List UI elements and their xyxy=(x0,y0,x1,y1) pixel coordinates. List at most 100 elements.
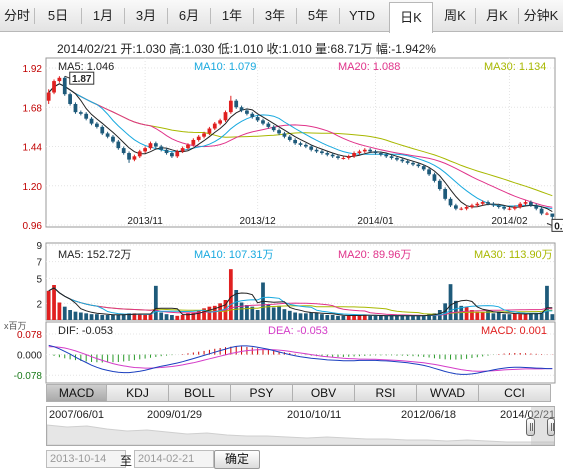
tab-5-year[interactable]: 5年 xyxy=(307,8,329,23)
candle-body xyxy=(352,153,356,157)
volume-bar xyxy=(287,310,292,320)
indicator-tab-obv[interactable]: OBV xyxy=(293,385,355,401)
candle-body xyxy=(46,92,51,101)
volume-bar xyxy=(330,315,335,320)
volume-bar xyxy=(298,313,303,320)
price-annotation-pointer xyxy=(546,222,553,226)
indicator-tab-wvad[interactable]: WVAD xyxy=(417,385,479,401)
candle-body xyxy=(325,153,330,155)
tab-3-year[interactable]: 3年 xyxy=(264,8,286,23)
volume-bar xyxy=(378,315,383,320)
candle-body xyxy=(416,164,421,167)
volume-bar xyxy=(234,290,239,320)
price-x-tick: 2014/02 xyxy=(491,216,528,227)
tab-intraday[interactable]: 分时 xyxy=(3,8,30,23)
volume-bar xyxy=(250,306,255,320)
volume-bar xyxy=(105,315,110,320)
volume-bar xyxy=(411,315,415,320)
volume-bar xyxy=(303,313,308,320)
volume-y-tick: 5 xyxy=(36,274,42,285)
volume-bar xyxy=(164,314,169,320)
end-date-input[interactable] xyxy=(134,450,214,468)
candle-body xyxy=(496,205,501,208)
candle-body xyxy=(346,156,351,158)
volume-bar xyxy=(486,310,490,320)
candle-body xyxy=(84,113,89,119)
macd-dif-legend: DIF: -0.053 xyxy=(58,325,114,337)
candle-body xyxy=(395,157,399,160)
volume-bar xyxy=(314,312,319,320)
tab-monthly-k[interactable]: 月K xyxy=(486,8,508,23)
volume-bar xyxy=(78,312,83,320)
volume-bar xyxy=(84,313,89,320)
price-x-tick: 2013/11 xyxy=(127,216,163,227)
stock-chart[interactable]: 1.92 1.68 1.44 1.20 0.96 2013/11 2013/12 2014/0… xyxy=(0,0,563,384)
volume-bar xyxy=(68,310,72,320)
candle-body xyxy=(427,169,431,175)
volume-bar xyxy=(518,314,523,320)
confirm-button[interactable]: 确定 xyxy=(214,450,260,469)
volume-y-tick: 9 xyxy=(36,241,42,252)
price-ma10-legend: MA10: 1.079 xyxy=(194,61,257,73)
tab-weekly-k[interactable]: 周K xyxy=(444,8,466,23)
price-annotation-label: 0.97 xyxy=(554,221,563,232)
price-y-tick: 1.68 xyxy=(23,103,43,114)
start-date-input[interactable] xyxy=(46,450,126,468)
volume-ma10-legend: MA10: 107.31万 xyxy=(194,249,274,261)
tab-separator xyxy=(124,8,125,24)
tab-1-month[interactable]: 1月 xyxy=(92,8,114,23)
candle-body xyxy=(132,156,137,160)
navigator-right-handle[interactable] xyxy=(547,418,555,436)
macd-y-tick: 0.000 xyxy=(17,351,42,362)
volume-bar xyxy=(389,315,394,320)
indicator-tab-rsi[interactable]: RSI xyxy=(355,385,417,401)
candle-body xyxy=(180,148,185,152)
volume-bar xyxy=(341,315,346,320)
indicator-tab-bar: MACD KDJ BOLL PSY OBV RSI WVAD CCI xyxy=(46,384,551,402)
candle-body xyxy=(550,213,555,217)
candle-body xyxy=(529,202,533,206)
candle-body xyxy=(212,123,217,129)
volume-bar xyxy=(470,310,474,320)
volume-bar xyxy=(325,315,330,320)
candle-body xyxy=(486,202,490,204)
navigator-date-5: 2014/02/21 xyxy=(500,409,556,421)
indicator-tab-cci[interactable]: CCI xyxy=(504,386,525,400)
indicator-tab-boll[interactable]: BOLL xyxy=(169,385,231,401)
volume-bar xyxy=(282,309,287,320)
candle-body xyxy=(459,208,464,210)
navigator-left-handle[interactable] xyxy=(526,418,535,436)
tab-daily-k[interactable]: 日K xyxy=(389,2,433,33)
candle-body xyxy=(207,128,212,134)
volume-bar xyxy=(405,315,410,320)
tab-1-year[interactable]: 1年 xyxy=(221,8,243,23)
volume-ma20-legend: MA20: 89.96万 xyxy=(338,249,412,261)
price-annotation-box xyxy=(69,71,95,85)
indicator-tab-psy[interactable]: PSY xyxy=(231,385,293,401)
tab-5-day[interactable]: 5日 xyxy=(47,8,69,23)
volume-bar xyxy=(191,312,196,320)
volume-bar xyxy=(143,315,147,320)
tab-ytd[interactable]: YTD xyxy=(349,8,375,23)
tab-3-month[interactable]: 3月 xyxy=(135,8,157,23)
candle-body xyxy=(57,77,62,82)
history-navigator[interactable]: 2007/06/01 2009/01/29 2010/10/11 2012/06… xyxy=(46,406,555,446)
price-y-tick: 1.20 xyxy=(23,182,43,193)
macd-panel-frame xyxy=(45,321,556,384)
volume-bar xyxy=(475,311,480,320)
tab-separator xyxy=(296,8,297,24)
tab-6-month[interactable]: 6月 xyxy=(178,8,200,23)
indicator-tab-macd[interactable]: MACD xyxy=(47,385,107,401)
candle-body xyxy=(512,207,517,209)
volume-bar xyxy=(207,306,212,320)
candle-body xyxy=(277,130,281,134)
quote-info-line: 2014/02/21 开:1.030 高:1.030 低:1.010 收:1.0… xyxy=(57,42,436,56)
candle-body xyxy=(293,139,298,144)
candle-body xyxy=(175,151,180,157)
tab-minute-k[interactable]: 分钟K xyxy=(523,8,559,23)
candle-body xyxy=(196,136,201,140)
indicator-tab-kdj[interactable]: KDJ xyxy=(107,385,169,401)
candle-body xyxy=(502,207,506,209)
navigator-history-area xyxy=(47,424,554,445)
candle-body xyxy=(384,154,389,157)
